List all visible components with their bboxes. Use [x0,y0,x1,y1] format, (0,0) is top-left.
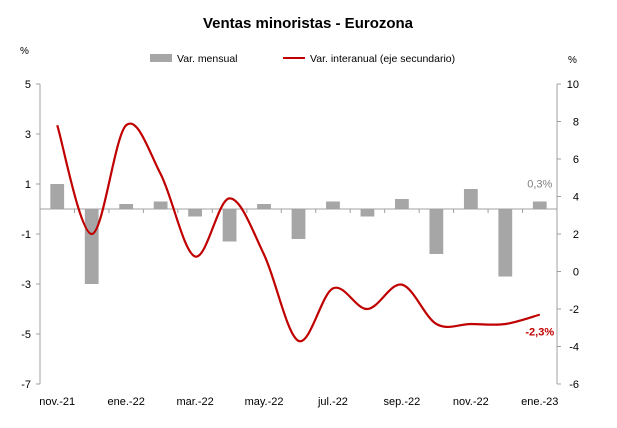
bar-dic.-21 [84,209,99,284]
line-interanual [56,122,541,342]
annotation-line-last: -2,3% [525,327,554,339]
bar-sep.-22 [395,199,409,209]
x-tick-label: sep.-22 [384,396,421,408]
left-tick-label: -1 [21,229,31,241]
right-tick-label: 8 [573,117,579,129]
annotation-bar-last: 0,3% [527,179,552,191]
chart-title: Ventas minoristas - Eurozona [203,15,414,32]
bar-jul.-22 [326,201,340,209]
bar-nov.-21 [50,184,65,209]
right-tick-label: -2 [569,304,579,316]
left-tick-label: 3 [25,129,31,141]
right-tick-label: 6 [573,154,579,166]
right-tick-label: 0 [573,267,579,279]
bar-may.-22 [257,204,271,209]
x-tick-label: may.-22 [245,396,284,408]
right-tick-label: -4 [569,342,579,354]
bar-jun.-22 [291,209,306,239]
right-tick-label: 10 [567,79,579,91]
bar-ago.-22 [360,209,375,217]
right-axis-unit: % [568,55,577,66]
bar-ene.-23 [532,201,547,209]
legend-bar-label: Var. mensual [177,53,238,65]
bar-oct.-22 [429,209,444,254]
left-axis-unit: % [20,46,29,57]
x-tick-label: ene.-23 [521,396,558,408]
bar-feb.-22 [153,201,168,209]
left-tick-label: -5 [21,329,31,341]
left-tick-label: 5 [25,79,31,91]
legend-line-label: Var. interanual (eje secundario) [310,53,455,65]
right-tick-label: -6 [569,379,579,391]
left-tick-label: -3 [21,279,31,291]
bar-dic.-22 [498,209,513,277]
x-tick-label: nov.-21 [39,396,75,408]
legend: Var. mensual Var. interanual (eje secund… [150,53,455,65]
bar-mar.-22 [188,209,202,217]
bar-nov.-22 [463,189,478,209]
x-tick-label: ene.-22 [108,396,145,408]
x-tick-label: mar.-22 [176,396,213,408]
right-tick-label: 2 [573,229,579,241]
x-tick-label: jul.-22 [317,396,348,408]
left-tick-label: 1 [25,179,31,191]
left-tick-label: -7 [21,379,31,391]
x-tick-label: nov.-22 [453,396,489,408]
legend-bar-swatch [150,54,172,62]
bar-ene.-22 [119,204,134,209]
bar-abr.-22 [222,209,237,242]
right-tick-label: 4 [573,192,579,204]
